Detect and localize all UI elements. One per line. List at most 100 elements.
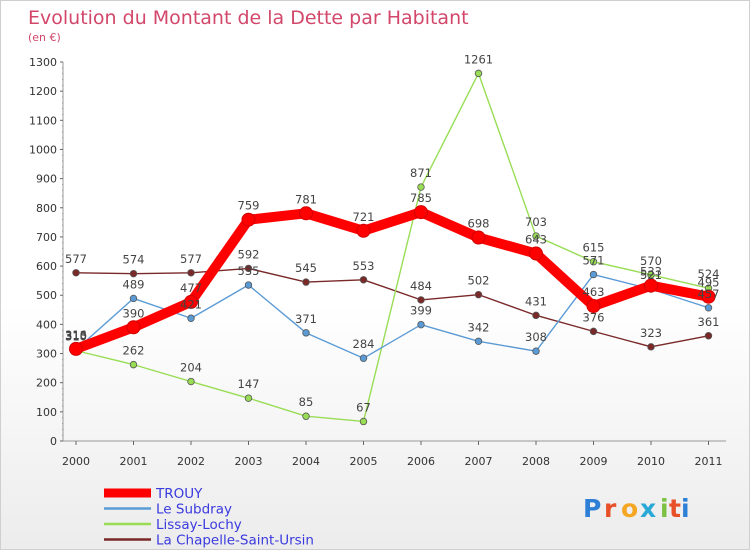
chart-subtitle: (en €) xyxy=(28,31,61,44)
x-tick-label: 2008 xyxy=(522,455,550,468)
data-point xyxy=(69,341,83,356)
data-label: 204 xyxy=(180,361,202,375)
y-tick-label: 600 xyxy=(36,260,57,273)
y-tick-label: 1300 xyxy=(29,56,57,69)
data-label: 643 xyxy=(525,233,547,247)
data-point xyxy=(589,327,598,336)
data-label: 310 xyxy=(65,330,87,344)
data-point xyxy=(244,264,253,273)
y-tick-label: 1100 xyxy=(29,114,57,127)
brand-letter: o xyxy=(621,494,638,523)
y-tick-label: 300 xyxy=(36,348,57,361)
x-tick-label: 2003 xyxy=(235,455,263,468)
data-point xyxy=(414,205,428,220)
data-label: 1261 xyxy=(464,52,493,66)
y-tick-label: 500 xyxy=(36,289,57,302)
data-point xyxy=(129,294,138,303)
legend-item: TROUY xyxy=(104,486,203,502)
x-tick-label: 2011 xyxy=(695,455,723,468)
data-label: 262 xyxy=(123,344,145,358)
data-point xyxy=(471,230,486,245)
y-tick-label: 200 xyxy=(36,377,57,390)
data-point xyxy=(647,271,655,279)
data-point xyxy=(586,299,601,314)
data-point xyxy=(359,354,368,362)
brand-letter: i xyxy=(660,494,669,523)
data-point xyxy=(647,343,655,351)
data-label: 421 xyxy=(180,297,202,311)
data-point xyxy=(129,360,138,369)
data-point xyxy=(129,269,138,278)
data-label: 570 xyxy=(640,254,662,268)
series-line xyxy=(71,207,714,354)
data-label: 463 xyxy=(583,285,605,299)
data-label: 524 xyxy=(698,267,720,281)
x-tick-label: 2009 xyxy=(580,455,608,468)
data-point xyxy=(704,304,713,312)
x-tick-label: 2006 xyxy=(407,455,435,468)
y-tick-label: 1200 xyxy=(29,85,57,98)
data-label: 477 xyxy=(180,281,202,295)
data-point xyxy=(589,258,598,266)
data-label: 571 xyxy=(583,254,605,268)
data-label: 781 xyxy=(295,192,317,206)
y-tick-label: 700 xyxy=(36,231,57,244)
series-layer xyxy=(69,69,716,426)
x-tick-label: 2000 xyxy=(62,455,90,468)
data-point xyxy=(474,290,483,299)
data-label: 484 xyxy=(410,279,432,293)
chart-title: Evolution du Montant de la Dette par Hab… xyxy=(28,7,469,29)
series-line xyxy=(75,72,710,423)
y-tick-label: 800 xyxy=(36,202,57,215)
x-tick-label: 2004 xyxy=(292,455,320,468)
data-label: 431 xyxy=(525,294,547,308)
data-point xyxy=(359,276,368,284)
data-point xyxy=(704,332,713,340)
y-tick-label: 900 xyxy=(36,173,57,186)
data-label: 495 xyxy=(698,276,720,290)
data-label: 521 xyxy=(640,268,662,282)
data-label: 361 xyxy=(698,315,720,329)
data-point xyxy=(241,212,256,227)
legend-label: Le Subdray xyxy=(156,502,232,518)
x-tick-label: 2002 xyxy=(177,455,205,468)
data-point xyxy=(644,278,658,293)
y-tick-label: 0 xyxy=(50,435,57,448)
data-label: 308 xyxy=(525,330,547,344)
data-point xyxy=(532,347,540,355)
legend-item: Le Subdray xyxy=(104,502,232,518)
data-label: 147 xyxy=(238,377,260,391)
x-tick-label: 2010 xyxy=(637,455,665,468)
brand-letter: i xyxy=(681,494,690,523)
x-tick-label: 2001 xyxy=(120,455,148,468)
data-point xyxy=(72,269,80,277)
data-label: 574 xyxy=(123,253,145,267)
brand-letter: t xyxy=(669,494,681,523)
data-point xyxy=(244,281,253,289)
y-tick-label: 400 xyxy=(36,318,57,331)
data-label: 85 xyxy=(299,395,314,409)
data-label: 553 xyxy=(353,259,375,273)
data-label: 535 xyxy=(238,264,260,278)
data-label: 721 xyxy=(353,210,375,224)
legend-item: Lissay-Lochy xyxy=(104,517,242,533)
data-point xyxy=(244,394,253,402)
data-point xyxy=(529,246,543,261)
data-label: 457 xyxy=(698,287,720,301)
x-tick-label: 2007 xyxy=(465,455,493,468)
data-point xyxy=(184,294,198,309)
data-point xyxy=(299,206,313,221)
data-label: 313 xyxy=(65,329,87,343)
data-point xyxy=(474,337,483,345)
data-label: 545 xyxy=(295,261,317,275)
data-label: 67 xyxy=(356,400,371,414)
brand-letter: x xyxy=(640,494,656,523)
data-point xyxy=(302,329,310,337)
data-label: 615 xyxy=(583,241,605,255)
data-label: 759 xyxy=(238,199,260,213)
data-label: 502 xyxy=(468,274,490,288)
data-label: 342 xyxy=(468,320,490,334)
data-label: 371 xyxy=(295,312,317,326)
